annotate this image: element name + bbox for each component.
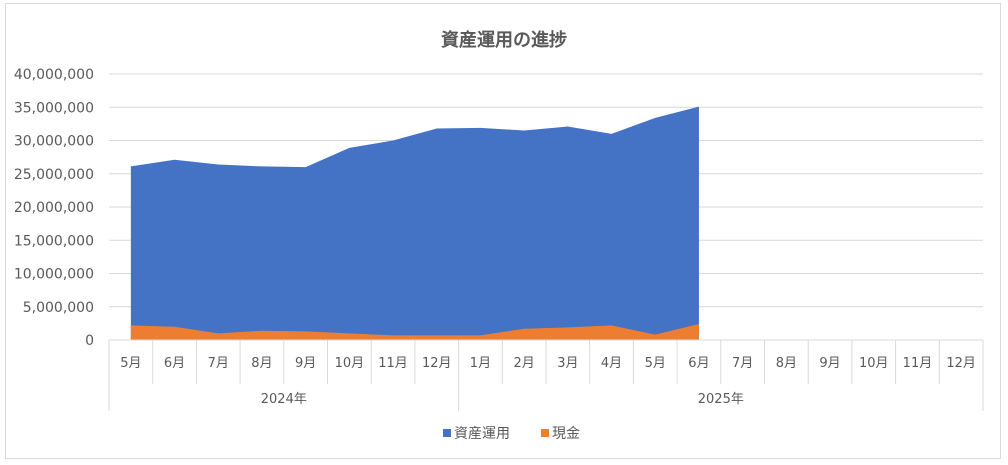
x-tick-label: 7月 <box>208 356 229 371</box>
x-tick-label: 5月 <box>120 356 141 371</box>
x-tick-label: 11月 <box>903 356 933 371</box>
x-tick-label: 12月 <box>946 356 976 371</box>
x-tick-label: 9月 <box>295 356 316 371</box>
legend-swatch <box>541 429 549 437</box>
x-axis: 5月 6月 7月 8月 9月 10月 11月 12月 1月 2月 3月 4月 5月 6月 7月 8月 9月 10月… <box>108 339 984 411</box>
x-tick-label: 8月 <box>251 356 272 371</box>
legend-label: 現金 <box>552 426 580 442</box>
x-tick-label: 6月 <box>688 356 709 371</box>
y-axis: 0 5,000,000 10,000,000 15,000,000 20,000,000… <box>14 67 94 349</box>
area-series-layer <box>130 106 699 341</box>
area-chart: 資産運用の進捗 5月 6月 7月 8月 9月 10月 11月 12月 1月 2月 3月 4月 5月 6月 7… <box>14 29 984 442</box>
y-tick-label: 20,000,000 <box>14 200 94 216</box>
y-tick-label: 30,000,000 <box>14 134 94 150</box>
y-tick-label: 40,000,000 <box>14 67 94 83</box>
y-tick-label: 0 <box>85 333 94 349</box>
legend: 資産運用 現金 <box>443 426 580 442</box>
x-group-label: 2025年 <box>698 392 744 407</box>
x-tick-label: 11月 <box>378 356 408 371</box>
x-tick-label: 7月 <box>732 356 753 371</box>
x-tick-label: 2月 <box>514 356 535 371</box>
area-series-cash <box>130 324 699 340</box>
legend-label: 資産運用 <box>454 426 510 442</box>
x-tick-label: 6月 <box>164 356 185 371</box>
x-group-label: 2024年 <box>261 392 307 407</box>
x-tick-label: 4月 <box>601 356 622 371</box>
y-tick-label: 10,000,000 <box>14 267 94 283</box>
legend-swatch <box>443 429 451 437</box>
y-tick-label: 15,000,000 <box>14 233 94 249</box>
y-tick-label: 35,000,000 <box>14 100 94 116</box>
x-tick-label: 10月 <box>335 356 365 371</box>
x-tick-label: 10月 <box>859 356 889 371</box>
x-tick-label: 1月 <box>470 356 491 371</box>
y-tick-label: 5,000,000 <box>23 300 94 316</box>
x-tick-label: 12月 <box>422 356 452 371</box>
chart-frame: 資産運用の進捗 5月 6月 7月 8月 9月 10月 11月 12月 1月 2月 3月 4月 5月 6月 7… <box>5 3 1001 459</box>
x-tick-label: 5月 <box>645 356 666 371</box>
x-tick-label: 9月 <box>819 356 840 371</box>
chart-title: 資産運用の進捗 <box>441 29 567 51</box>
area-series-investment <box>130 106 699 341</box>
x-tick-label: 8月 <box>776 356 797 371</box>
y-tick-label: 25,000,000 <box>14 167 94 183</box>
x-tick-label: 3月 <box>557 356 578 371</box>
